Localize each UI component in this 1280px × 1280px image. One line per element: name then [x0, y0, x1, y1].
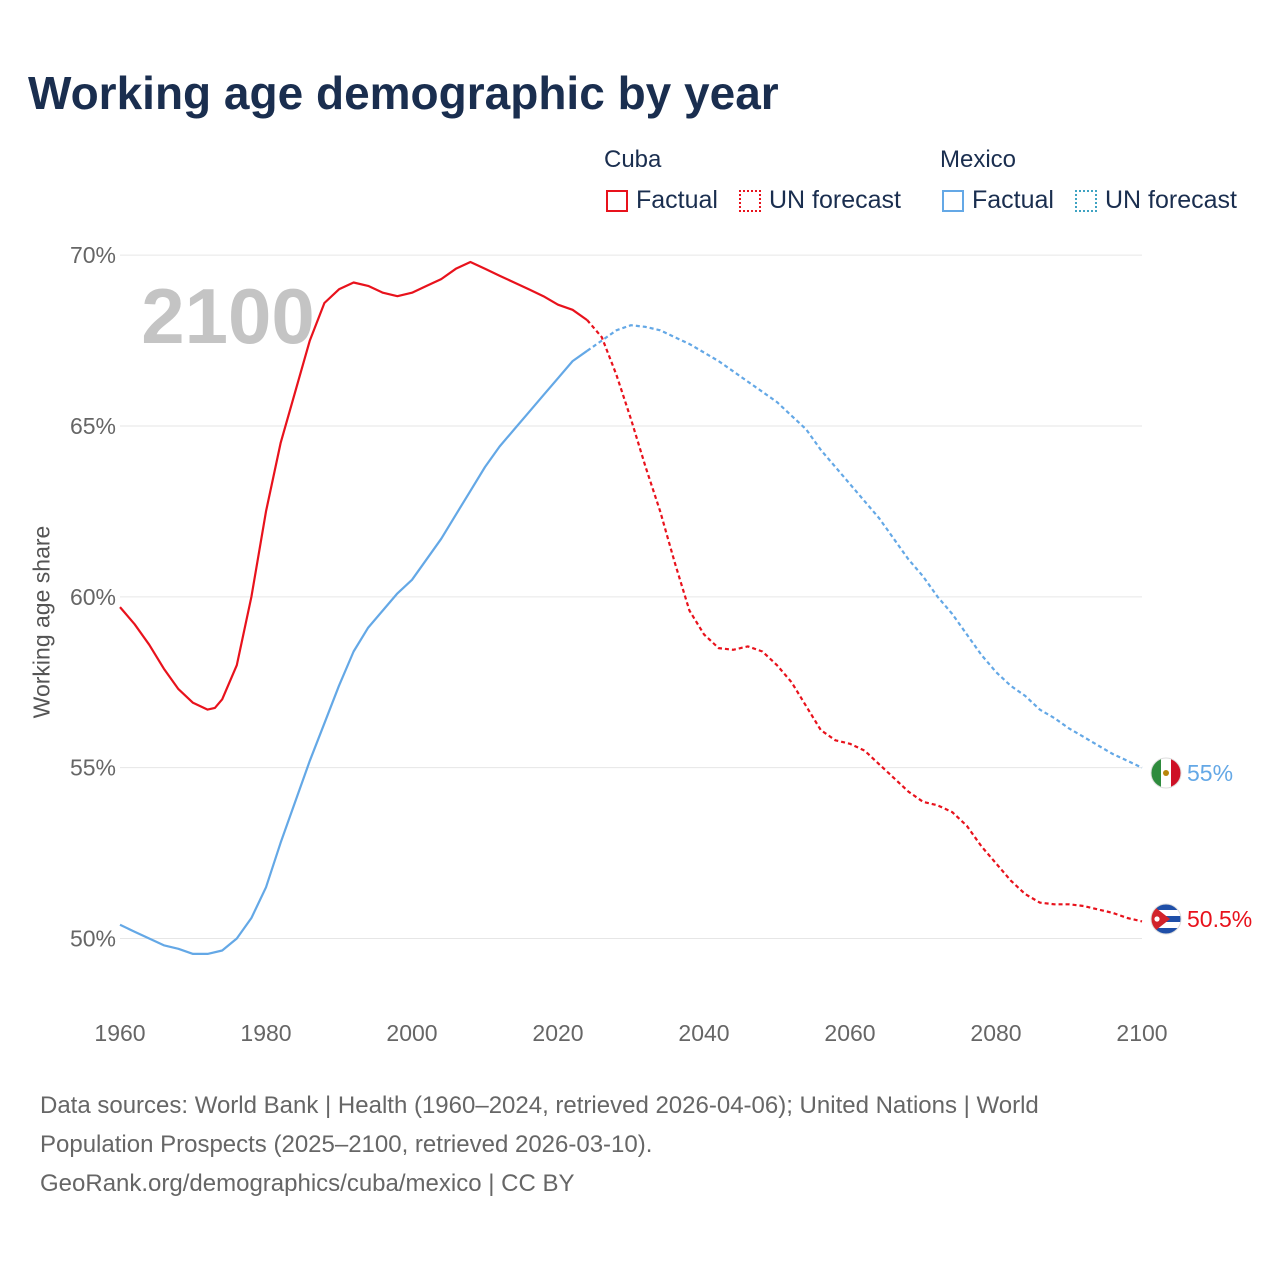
- legend-group-cuba: Cuba: [604, 146, 662, 173]
- legend-swatch-solid-icon: [606, 189, 628, 212]
- legend-label: UN forecast: [1105, 186, 1237, 214]
- legend-group-mexico: Mexico: [940, 146, 1017, 173]
- x-tick-labels: 1960 1980 2000 2020 2040 2060 2080 2100: [94, 1020, 1167, 1046]
- year-watermark: 2100: [141, 272, 315, 360]
- x-tick-label: 1960: [94, 1020, 145, 1046]
- footer-line: Data sources: World Bank | Health (1960–…: [40, 1092, 1039, 1119]
- y-tick-label: 65%: [70, 413, 116, 439]
- footer-line: Population Prospects (2025–2100, retriev…: [40, 1131, 653, 1158]
- series-lines: [119, 260, 1143, 955]
- y-tick-label: 50%: [70, 926, 116, 952]
- cuba-end-label: 50.5%: [1187, 906, 1252, 932]
- x-tick-label: 2080: [970, 1020, 1021, 1046]
- legend-label: UN forecast: [769, 186, 901, 214]
- y-tick-label: 70%: [70, 242, 116, 268]
- legend-item-cuba-factual[interactable]: Factual: [606, 186, 718, 215]
- legend-label: Factual: [972, 186, 1054, 214]
- cuba-forecast-line: [586, 319, 1143, 923]
- legend-item-mexico-factual[interactable]: Factual: [942, 186, 1054, 215]
- mexico-factual-line: [119, 349, 588, 955]
- legend-item-mexico-forecast[interactable]: UN forecast: [1075, 186, 1237, 215]
- y-tick-label: 60%: [70, 584, 116, 610]
- line-chart: 50% 55% 60% 65% 70% 1960 1980 2000 2020 2040 2060…: [70, 242, 1252, 1046]
- x-tick-label: 2060: [824, 1020, 875, 1046]
- footer-sources: Data sources: World Bank | Health (1960–…: [40, 1086, 1220, 1203]
- x-tick-label: 2000: [386, 1020, 437, 1046]
- cuba-flag-icon: [1151, 904, 1181, 934]
- footer-line[interactable]: GeoRank.org/demographics/cuba/mexico | C…: [40, 1170, 575, 1197]
- legend-label: Factual: [636, 186, 718, 214]
- legend-swatch-dotted-icon: [1075, 189, 1097, 212]
- legend-swatch-dotted-icon: [739, 189, 761, 212]
- y-tick-labels: 50% 55% 60% 65% 70%: [70, 242, 116, 951]
- x-tick-label: 2020: [532, 1020, 583, 1046]
- x-tick-label: 1980: [240, 1020, 291, 1046]
- chart-title: Working age demographic by year: [28, 67, 779, 119]
- grid-lines: [120, 254, 1142, 939]
- legend-item-cuba-forecast[interactable]: UN forecast: [739, 186, 901, 215]
- legend-swatch-solid-icon: [942, 189, 964, 212]
- cuba-factual-line: [119, 260, 588, 711]
- mexico-flag-icon: [1151, 758, 1181, 788]
- x-tick-label: 2100: [1116, 1020, 1167, 1046]
- mexico-end-label: 55%: [1187, 760, 1233, 786]
- mexico-forecast-line: [586, 324, 1143, 769]
- y-tick-label: 55%: [70, 755, 116, 781]
- x-tick-label: 2040: [678, 1020, 729, 1046]
